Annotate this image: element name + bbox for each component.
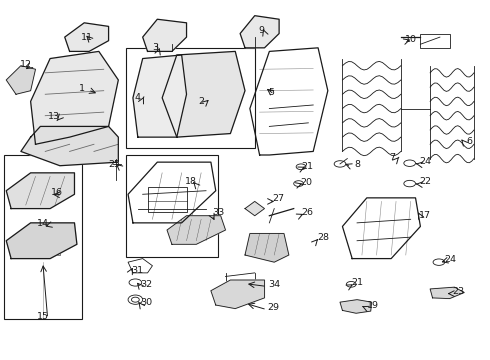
- Text: 25: 25: [108, 161, 121, 170]
- Text: 34: 34: [268, 280, 280, 289]
- FancyBboxPatch shape: [420, 33, 450, 48]
- Text: 19: 19: [367, 301, 379, 310]
- Text: 21: 21: [301, 162, 314, 171]
- Text: 29: 29: [267, 303, 279, 312]
- FancyBboxPatch shape: [147, 187, 187, 212]
- Polygon shape: [167, 216, 225, 244]
- Text: 27: 27: [272, 194, 284, 203]
- Polygon shape: [133, 55, 187, 137]
- Text: 14: 14: [37, 219, 49, 228]
- Polygon shape: [30, 51, 118, 144]
- Text: 7: 7: [389, 153, 395, 162]
- Polygon shape: [21, 126, 118, 166]
- Text: 4: 4: [135, 93, 141, 102]
- Text: 28: 28: [317, 233, 329, 242]
- Text: 13: 13: [48, 112, 60, 121]
- Text: 6: 6: [466, 137, 472, 146]
- Text: 21: 21: [351, 278, 363, 287]
- Text: 26: 26: [301, 208, 314, 217]
- Text: 10: 10: [405, 36, 416, 45]
- Text: 23: 23: [452, 287, 465, 296]
- Text: 11: 11: [81, 33, 93, 42]
- Bar: [4, 155, 82, 319]
- Text: 18: 18: [185, 177, 197, 186]
- Polygon shape: [162, 51, 245, 137]
- Text: 30: 30: [141, 298, 153, 307]
- Text: 24: 24: [419, 157, 431, 166]
- Text: 2: 2: [198, 97, 204, 106]
- Text: 16: 16: [51, 188, 63, 197]
- Text: 31: 31: [131, 266, 143, 275]
- Text: 22: 22: [419, 177, 431, 186]
- Polygon shape: [6, 223, 77, 258]
- Text: 32: 32: [141, 280, 153, 289]
- Polygon shape: [211, 280, 265, 309]
- Polygon shape: [240, 16, 279, 48]
- Text: 8: 8: [354, 161, 360, 170]
- Polygon shape: [143, 19, 187, 51]
- Polygon shape: [340, 300, 372, 313]
- Text: 17: 17: [419, 211, 431, 220]
- Polygon shape: [6, 66, 35, 94]
- Bar: [125, 155, 218, 257]
- Text: 1: 1: [79, 84, 85, 93]
- Text: 15: 15: [37, 312, 49, 321]
- Polygon shape: [245, 202, 265, 216]
- Text: 24: 24: [444, 255, 457, 264]
- Text: 9: 9: [259, 26, 265, 35]
- FancyBboxPatch shape: [21, 230, 60, 255]
- Text: 33: 33: [212, 208, 224, 217]
- Text: 3: 3: [152, 43, 158, 52]
- Polygon shape: [430, 287, 464, 298]
- Polygon shape: [245, 234, 289, 262]
- Polygon shape: [65, 23, 109, 51]
- Polygon shape: [6, 173, 74, 208]
- Text: 20: 20: [300, 178, 312, 187]
- Bar: [125, 48, 255, 148]
- Text: 12: 12: [20, 60, 32, 69]
- Text: 5: 5: [269, 88, 274, 97]
